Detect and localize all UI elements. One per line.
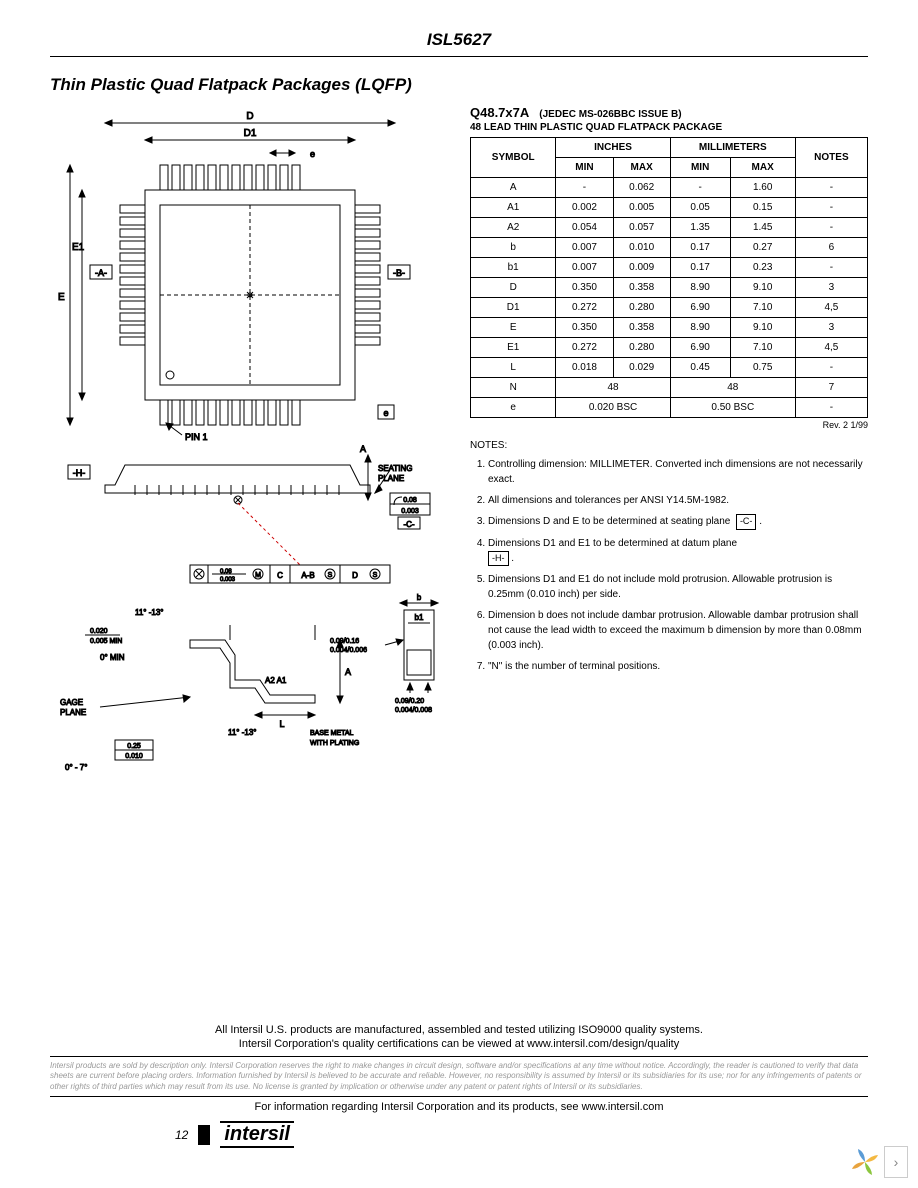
table-row: N48487 (471, 378, 868, 398)
svg-text:0° MIN: 0° MIN (100, 653, 125, 662)
svg-text:-C-: -C- (403, 520, 414, 529)
svg-text:A2 A1: A2 A1 (265, 676, 287, 685)
footer-info: For information regarding Intersil Corpo… (50, 1101, 868, 1113)
svg-text:b: b (417, 593, 422, 602)
svg-text:PIN 1: PIN 1 (185, 432, 208, 442)
svg-text:E1: E1 (72, 242, 85, 253)
svg-text:BASE METAL: BASE METAL (310, 730, 354, 737)
svg-text:-A-: -A- (95, 268, 107, 278)
dim-D1: D1 (244, 128, 257, 139)
table-row: b10.0070.0090.170.23- (471, 258, 868, 278)
svg-text:0.09/0.20: 0.09/0.20 (395, 698, 424, 705)
table-row: b0.0070.0100.170.276 (471, 238, 868, 258)
table-row: E10.2720.2806.907.104,5 (471, 338, 868, 358)
svg-text:11° -13°: 11° -13° (228, 728, 257, 737)
svg-text:-B-: -B- (393, 268, 405, 278)
svg-text:A: A (360, 444, 366, 454)
svg-text:M: M (255, 572, 261, 579)
svg-text:0.010: 0.010 (125, 753, 143, 760)
svg-text:E: E (58, 292, 65, 303)
footer-quality-line1: All Intersil U.S. products are manufactu… (50, 1024, 868, 1036)
table-row: A10.0020.0050.050.15- (471, 198, 868, 218)
table-row: E0.3500.3588.909.103 (471, 318, 868, 338)
corner-nav-widget: › (850, 1146, 908, 1178)
svg-text:0.004/0.006: 0.004/0.006 (330, 647, 367, 654)
table-row: D0.3500.3588.909.103 (471, 278, 868, 298)
svg-text:PLANE: PLANE (60, 708, 86, 717)
intersil-logo: intersil (220, 1121, 294, 1148)
package-diagram: D D1 e (50, 105, 450, 785)
next-page-button[interactable]: › (884, 1146, 908, 1178)
table-row: A-0.062-1.60- (471, 178, 868, 198)
spec-table: SYMBOL INCHES MILLIMETERS NOTES MINMAX M… (470, 137, 868, 418)
svg-text:0.09/0.16: 0.09/0.16 (330, 638, 359, 645)
svg-text:D: D (352, 571, 358, 580)
svg-text:b1: b1 (415, 613, 424, 622)
svg-text:S: S (373, 572, 378, 579)
svg-text:A-B: A-B (301, 571, 314, 580)
svg-text:L: L (279, 719, 284, 729)
dim-D: D (246, 111, 253, 122)
dim-e: e (310, 149, 315, 159)
svg-text:A: A (345, 667, 351, 677)
table-row: A20.0540.0571.351.45- (471, 218, 868, 238)
svg-text:0° - 7°: 0° - 7° (65, 763, 87, 772)
doc-title: ISL5627 (50, 30, 868, 57)
notes-list: Controlling dimension: MILLIMETER. Conve… (470, 457, 868, 674)
svg-text:WITH PLATING: WITH PLATING (310, 740, 359, 747)
section-title: Thin Plastic Quad Flatpack Packages (LQF… (50, 75, 868, 95)
svg-text:-H-: -H- (73, 468, 86, 478)
svg-text:C: C (277, 571, 283, 580)
table-row: e0.020 BSC0.50 BSC- (471, 398, 868, 418)
svg-text:0.003: 0.003 (220, 577, 236, 583)
footer-disclaimer: Intersil products are sold by descriptio… (50, 1061, 868, 1092)
svg-text:GAGE: GAGE (60, 698, 83, 707)
table-row: L0.0180.0290.450.75- (471, 358, 868, 378)
table-part-header: Q48.7x7A (JEDEC MS-026BBC ISSUE B) (470, 105, 868, 120)
svg-text:0.25: 0.25 (127, 743, 141, 750)
svg-text:0.004/0.008: 0.004/0.008 (395, 707, 432, 714)
logo-bar-icon (198, 1125, 210, 1145)
svg-text:11° -13°: 11° -13° (135, 608, 164, 617)
svg-text:0.08: 0.08 (403, 497, 417, 504)
svg-text:e: e (383, 408, 388, 418)
footer-quality-line2: Intersil Corporation's quality certifica… (50, 1038, 868, 1050)
table-row: D10.2720.2806.907.104,5 (471, 298, 868, 318)
page-number: 12 (175, 1128, 188, 1142)
table-rev: Rev. 2 1/99 (470, 420, 868, 430)
svg-text:0.003: 0.003 (401, 508, 419, 515)
flower-icon (850, 1147, 880, 1177)
svg-text:SEATING: SEATING (378, 464, 413, 473)
page-footer: All Intersil U.S. products are manufactu… (50, 1024, 868, 1148)
notes-title: NOTES: (470, 440, 868, 451)
svg-text:0.005 MIN: 0.005 MIN (90, 638, 122, 645)
svg-text:0.020: 0.020 (90, 628, 108, 635)
table-subtitle: 48 LEAD THIN PLASTIC QUAD FLATPACK PACKA… (470, 122, 868, 133)
svg-text:S: S (328, 572, 333, 579)
